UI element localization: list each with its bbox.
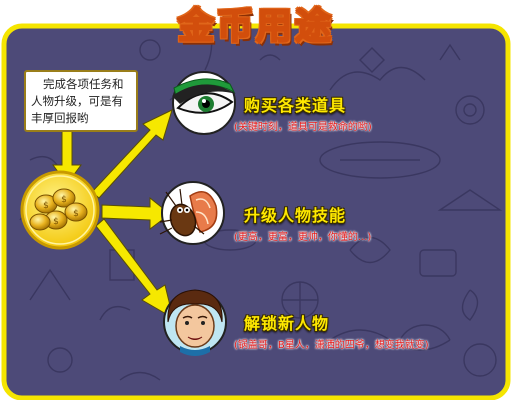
svg-text:$: $: [53, 217, 59, 227]
arrow-to-items: [91, 109, 173, 199]
page-title: 金币用途: [177, 5, 334, 48]
coin-pile-icon: $ $ $ $: [20, 170, 100, 250]
svg-text:$: $: [43, 201, 49, 211]
callout-line: 丰厚回报哟: [31, 111, 89, 125]
arrow-to-unlock: [95, 218, 174, 320]
eye-icon: [172, 71, 236, 135]
character-face-icon: [163, 289, 227, 356]
svg-text:$: $: [73, 209, 79, 219]
cockroach-steak-icon: [159, 181, 225, 245]
buy-items-title: 购买各类道具: [244, 96, 347, 115]
callout-line: 人物升级，可是有: [31, 94, 123, 108]
arrows: [52, 109, 174, 320]
upgrade-skills-subtitle: (更高，更富，更帅，你懂的...): [234, 232, 372, 243]
callout-line: 完成各项任务和: [43, 77, 124, 91]
svg-text:$: $: [61, 195, 67, 205]
unlock-character-title: 解锁新人物: [244, 314, 330, 333]
buy-items-subtitle: (关键时刻，道具可是救命的哟): [234, 122, 372, 133]
reward-callout: 完成各项任务和 人物升级，可是有 丰厚回报哟: [24, 70, 138, 132]
unlock-character-subtitle: (锅盖哥，B星人，潇洒的四爷，想变我就变): [234, 340, 429, 351]
upgrade-skills-title: 升级人物技能: [244, 206, 347, 225]
